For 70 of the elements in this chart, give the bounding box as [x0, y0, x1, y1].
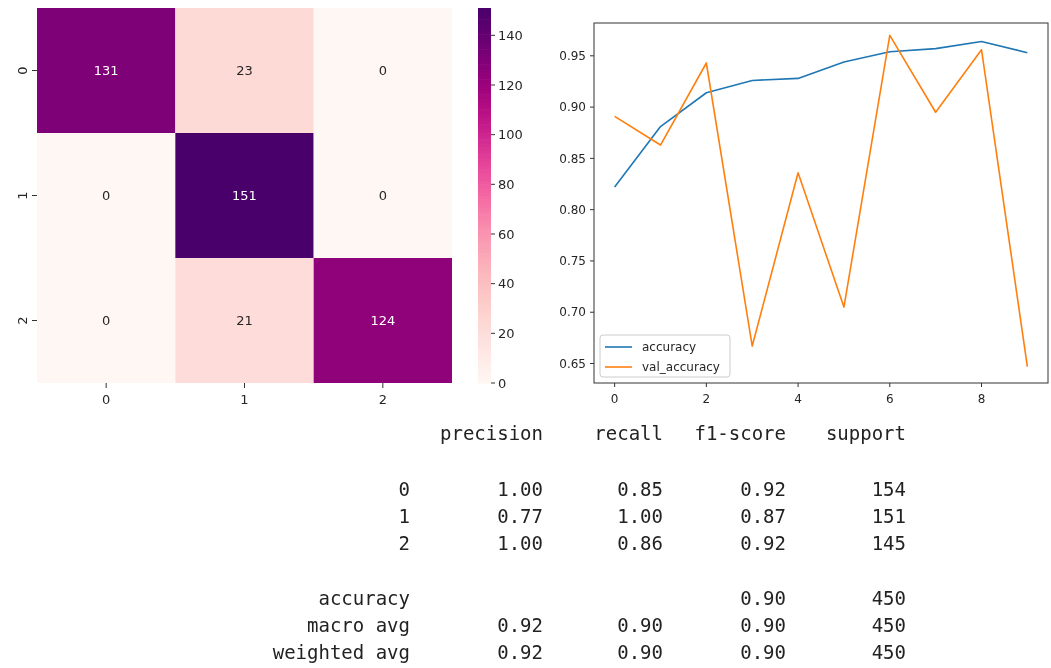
x-tick-label: 8 [977, 392, 986, 406]
text: 450 [871, 640, 906, 663]
y-tick-label: 0.85 [559, 151, 586, 166]
category-label: 2 [398, 531, 410, 554]
text: 0.90 [740, 586, 786, 609]
line-series [613, 40, 1029, 188]
y-tick-label: 0 [15, 66, 30, 75]
y-tick-label: 0.80 [559, 202, 586, 217]
text: 0.86 [617, 531, 663, 554]
data-label: 21 [236, 313, 253, 329]
color-bar-label: 20 [498, 325, 515, 341]
x-tick-label: 0 [610, 392, 619, 406]
data-label: 23 [236, 63, 253, 79]
data-label: 0 [378, 188, 387, 204]
category-label: accuracy [318, 586, 410, 609]
color-bar-label: 60 [498, 226, 515, 242]
x-tick-label: 2 [702, 392, 711, 406]
data-label: 0 [102, 313, 111, 329]
text: 0.85 [617, 477, 663, 500]
category-label: weighted avg [272, 640, 410, 663]
color-bar-label: 0 [498, 375, 507, 391]
y-tick-label: 0.75 [559, 254, 586, 269]
text: 0.77 [497, 504, 543, 527]
text: 0.92 [497, 613, 543, 636]
category-label: 1 [398, 504, 410, 527]
text: 1.00 [497, 477, 543, 500]
text: 0.87 [740, 504, 786, 527]
y-tick-label: 0.95 [559, 49, 586, 64]
category-label: support [825, 421, 906, 444]
y-tick-label: 0.65 [559, 356, 586, 371]
legend-label: val_accuracy [642, 360, 720, 375]
color-bar-label: 120 [498, 77, 523, 93]
x-tick-label: 4 [794, 392, 802, 406]
text: 0.92 [740, 477, 786, 500]
category-label: 0 [398, 477, 410, 500]
data-label: 0 [102, 188, 111, 204]
text: 1.00 [617, 504, 663, 527]
text: 151 [871, 504, 906, 527]
text: 450 [871, 613, 906, 636]
x-tick-label: 2 [378, 392, 387, 407]
text: 0.90 [740, 640, 786, 663]
text: 1.00 [497, 531, 543, 554]
x-tick-label: 0 [102, 392, 111, 407]
data-label: 0 [378, 63, 387, 79]
y-tick-label: 1 [15, 191, 30, 200]
x-tick-label: 6 [885, 392, 894, 406]
data-label: 151 [232, 188, 257, 204]
color-bar-label: 100 [498, 127, 523, 143]
x-tick-label: 1 [240, 392, 249, 407]
category-label: f1-score [694, 421, 786, 444]
text: 154 [871, 477, 906, 500]
y-tick-label: 2 [15, 316, 30, 325]
text: 0.92 [497, 640, 543, 663]
color-bar-label: 80 [498, 176, 515, 192]
color-bar-label: 40 [498, 276, 515, 292]
text: 0.92 [740, 531, 786, 554]
legend-label: accuracy [642, 340, 697, 355]
color-bar-label: 140 [498, 27, 523, 43]
text: 0.90 [617, 640, 663, 663]
text: 0.90 [617, 613, 663, 636]
text: 450 [871, 586, 906, 609]
y-tick-label: 0.90 [559, 100, 586, 115]
data-label: 124 [370, 313, 396, 329]
data-label: 131 [93, 63, 119, 79]
category-label: precision [440, 421, 543, 444]
category-label: recall [594, 421, 663, 444]
text: 0.90 [740, 613, 786, 636]
y-tick-label: 0.70 [559, 305, 586, 320]
category-label: macro avg [307, 613, 410, 636]
text: 145 [871, 531, 906, 554]
